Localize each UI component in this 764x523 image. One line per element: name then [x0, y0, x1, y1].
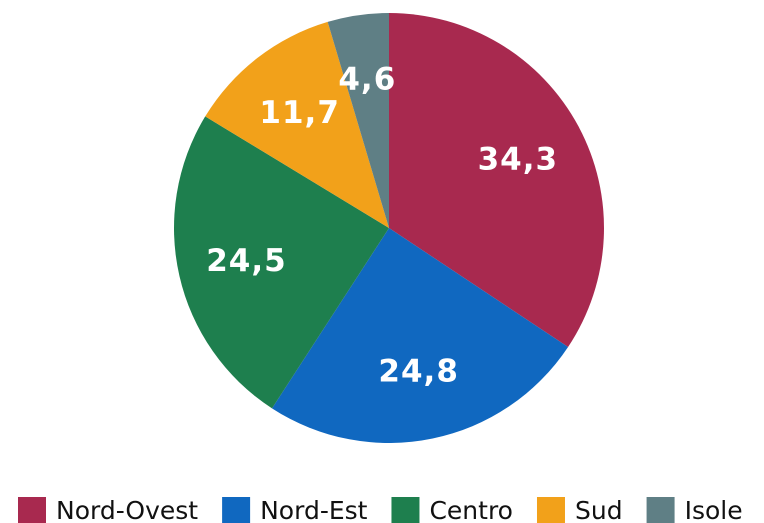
data-label: 4,6 [338, 62, 396, 98]
legend-swatch [536, 497, 565, 523]
legend-swatch [18, 497, 46, 523]
legend-label: Nord-Est [260, 496, 368, 523]
pie-slice [205, 21, 389, 229]
data-label: 11,7 [259, 95, 340, 131]
legend-label: Centro [429, 496, 513, 523]
pie-slice [271, 228, 569, 443]
data-label: 24,8 [378, 354, 459, 390]
data-label: 24,5 [206, 243, 287, 279]
pie-slice [327, 13, 389, 228]
legend-label: Isole [685, 496, 743, 523]
data-label: 34,3 [478, 141, 559, 177]
legend-swatch [391, 497, 420, 523]
legend-swatch [646, 497, 675, 523]
legend-label: Nord-Ovest [56, 496, 198, 523]
legend-label: Sud [575, 496, 623, 523]
pie-slice [174, 116, 389, 409]
legend-swatch [222, 497, 251, 523]
pie-slice [389, 13, 604, 347]
